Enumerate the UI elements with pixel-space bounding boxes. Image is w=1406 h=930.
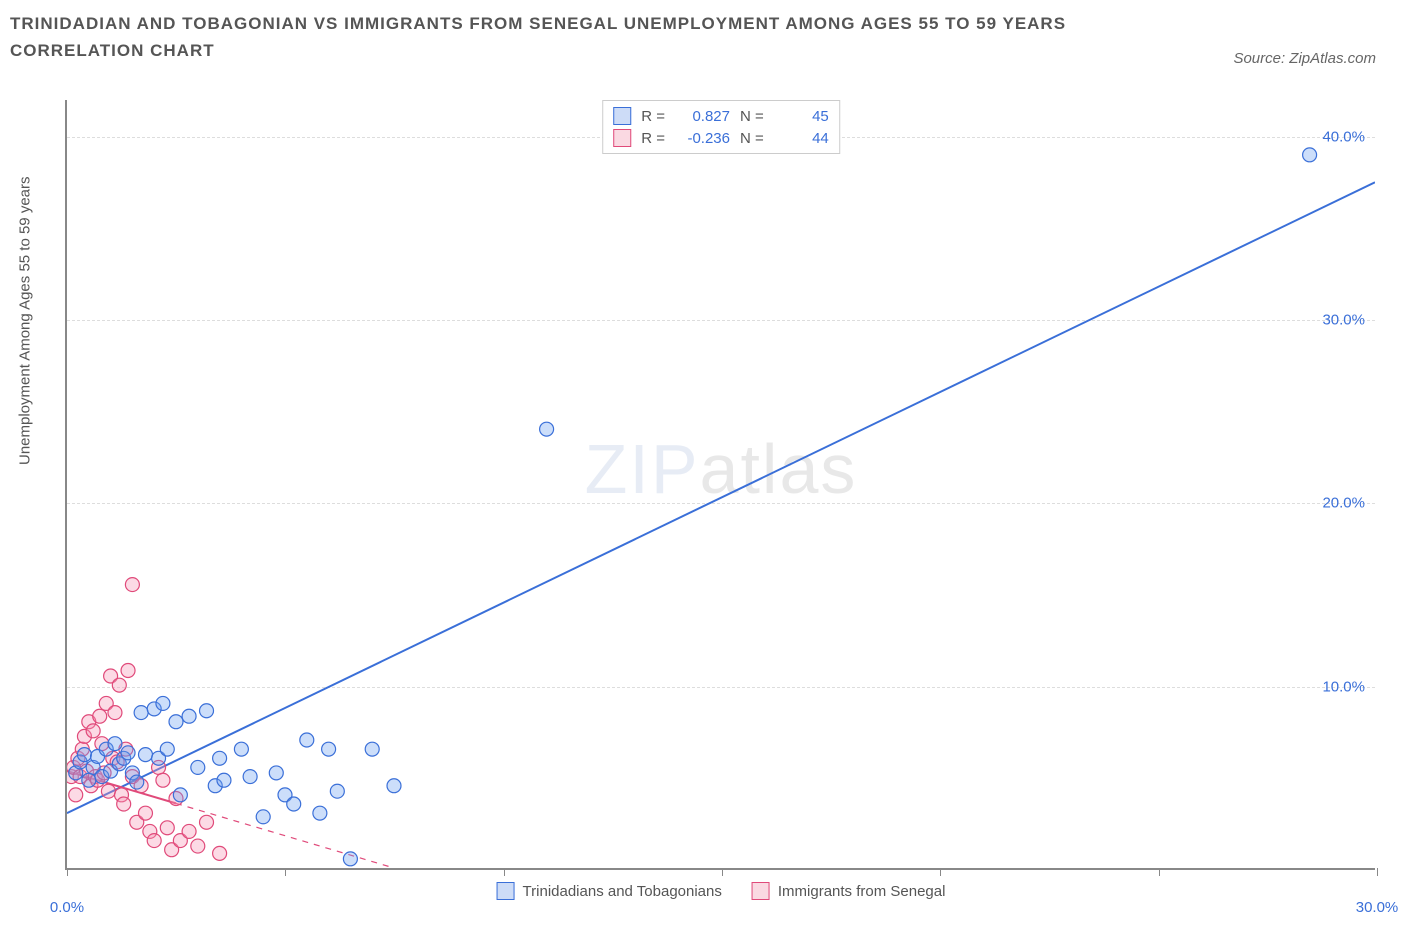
legend-row-blue: R = 0.827 N = 45 xyxy=(613,105,829,127)
y-axis-label: Unemployment Among Ages 55 to 59 years xyxy=(17,176,34,465)
x-tick-label: 30.0% xyxy=(1356,899,1399,916)
legend-swatch-pink xyxy=(613,129,631,147)
plot-svg xyxy=(67,100,1375,868)
source-label: Source: ZipAtlas.com xyxy=(1233,50,1376,67)
r-label: R = xyxy=(641,108,665,125)
chart-title: TRINIDADIAN AND TOBAGONIAN VS IMMIGRANTS… xyxy=(10,10,1140,64)
plot-area: R = 0.827 N = 45 R = -0.236 N = 44 ZIPat… xyxy=(65,100,1375,870)
legend-label-blue: Trinidadians and Tobagonians xyxy=(523,883,722,900)
x-tick-label: 0.0% xyxy=(50,899,84,916)
n-label: N = xyxy=(740,130,764,147)
x-tick xyxy=(722,868,723,876)
legend-swatch-blue xyxy=(613,107,631,125)
legend-correlation: R = 0.827 N = 45 R = -0.236 N = 44 xyxy=(602,100,840,154)
r-value-blue: 0.827 xyxy=(675,108,730,125)
r-label: R = xyxy=(641,130,665,147)
legend-swatch-blue xyxy=(497,882,515,900)
legend-series: Trinidadians and Tobagonians Immigrants … xyxy=(497,882,946,900)
x-tick xyxy=(1377,868,1378,876)
x-tick xyxy=(67,868,68,876)
n-value-blue: 45 xyxy=(774,108,829,125)
n-label: N = xyxy=(740,108,764,125)
legend-swatch-pink xyxy=(752,882,770,900)
x-tick xyxy=(940,868,941,876)
legend-item-pink: Immigrants from Senegal xyxy=(752,882,946,900)
r-value-pink: -0.236 xyxy=(675,130,730,147)
x-tick xyxy=(285,868,286,876)
legend-row-pink: R = -0.236 N = 44 xyxy=(613,127,829,149)
legend-item-blue: Trinidadians and Tobagonians xyxy=(497,882,722,900)
x-tick xyxy=(1159,868,1160,876)
legend-label-pink: Immigrants from Senegal xyxy=(778,883,946,900)
x-tick xyxy=(504,868,505,876)
chart-container: TRINIDADIAN AND TOBAGONIAN VS IMMIGRANTS… xyxy=(10,10,1396,920)
n-value-pink: 44 xyxy=(774,130,829,147)
